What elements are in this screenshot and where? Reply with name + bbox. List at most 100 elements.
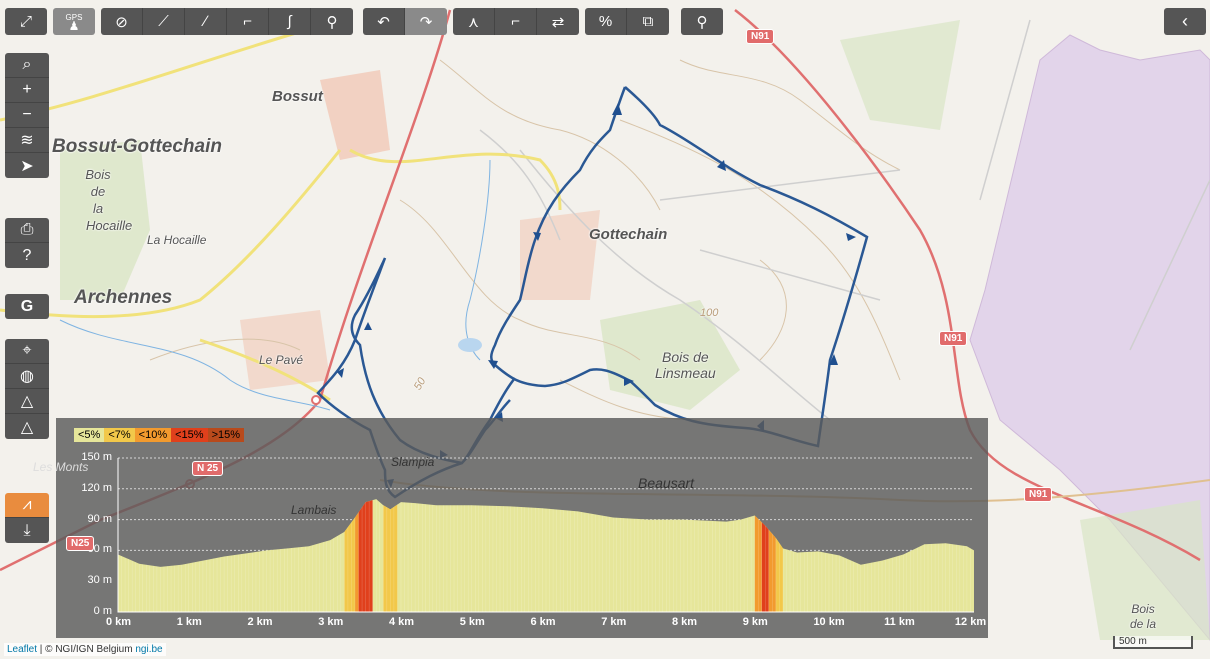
- search-icon[interactable]: ⌕: [5, 53, 49, 78]
- scale-bar: 500 m: [1113, 636, 1193, 649]
- route-curve-icon[interactable]: ∫: [269, 8, 311, 35]
- y-tick-label: 30 m: [87, 574, 112, 587]
- route-straight-icon[interactable]: ⟋: [143, 8, 185, 35]
- gps-label: GPS: [65, 12, 83, 22]
- toolbar-tools: % ⧉: [585, 8, 669, 35]
- redo-icon[interactable]: ↷: [405, 8, 447, 35]
- bike-route-alt-icon[interactable]: △: [5, 414, 49, 439]
- reverse-icon[interactable]: ⇄: [537, 8, 579, 35]
- leftbar-overlays: ⌖ ◍ △ △: [5, 339, 49, 439]
- hide-icon[interactable]: ⊘: [101, 8, 143, 35]
- globe-icon[interactable]: ◍: [5, 364, 49, 389]
- route-start-marker[interactable]: [311, 395, 321, 405]
- place-les-monts: Les Monts: [33, 460, 89, 474]
- help-icon[interactable]: ?: [5, 243, 49, 268]
- village-area: [320, 70, 390, 160]
- undo-icon[interactable]: ↶: [363, 8, 405, 35]
- label-line: Linsmeau: [655, 365, 716, 381]
- marker-icon[interactable]: ⚲: [681, 8, 723, 35]
- ngi-link[interactable]: ngi.be: [135, 644, 163, 655]
- place-slampia: Slampia: [391, 455, 435, 469]
- gps-person-glyph: ♟: [68, 18, 80, 33]
- place-la-hocaille: La Hocaille: [147, 233, 207, 247]
- x-tick-label: 8 km: [671, 616, 698, 628]
- grade-segment: [768, 499, 776, 612]
- legend-item: >15%: [207, 428, 245, 442]
- y-tick-label: 0 m: [93, 605, 112, 617]
- fullscreen-icon[interactable]: ⤢: [5, 8, 47, 35]
- layers-copy-icon[interactable]: ⧉: [627, 8, 669, 35]
- industrial-zone: [969, 34, 1210, 641]
- elevation-chart-icon[interactable]: ⩘: [5, 493, 49, 518]
- percent-icon[interactable]: %: [585, 8, 627, 35]
- zoom-in-icon[interactable]: +: [5, 78, 49, 103]
- x-tick-label: 7 km: [601, 616, 627, 628]
- google-icon[interactable]: G: [5, 294, 49, 319]
- label-line: Bois de: [662, 349, 709, 365]
- forest-area: [1080, 500, 1210, 640]
- grade-segment: [761, 499, 769, 612]
- x-tick-label: 12 km: [954, 616, 987, 628]
- road-label-n91: N91: [1024, 487, 1053, 502]
- place-archennes: Archennes: [74, 287, 173, 308]
- place-beausart: Beausart: [638, 475, 695, 491]
- print-icon[interactable]: ⎙: [5, 218, 49, 243]
- road-label-n25: N 25: [192, 461, 224, 476]
- x-tick-label: 11 km: [884, 616, 915, 628]
- elevation-chart[interactable]: [56, 418, 988, 638]
- locate-icon[interactable]: ➤: [5, 153, 49, 178]
- x-tick-label: 10 km: [813, 616, 845, 628]
- toolbar-route-modes: ⊘ ⟋ ∕ ⌐ ∫ ⚲: [101, 8, 353, 35]
- forest-area: [60, 140, 150, 300]
- label-line: Hocaille: [86, 218, 133, 233]
- toolbar-marker: ⚲: [681, 8, 723, 35]
- toolbar-history: ↶ ↷: [363, 8, 447, 35]
- elevation-profile-panel[interactable]: <5% <7% <10% <15% >15% 150 m 120 m 90 m 60 …: [56, 418, 988, 638]
- place-bois-right: Bois de la: [1130, 602, 1156, 632]
- toolbar-collapse: ‹: [1164, 8, 1206, 35]
- village-area: [240, 310, 330, 390]
- zoom-out-icon[interactable]: −: [5, 103, 49, 128]
- chevron-left-icon[interactable]: ‹: [1164, 8, 1206, 35]
- crosshair-icon[interactable]: ⌖: [5, 339, 49, 364]
- route-line-icon[interactable]: ∕: [185, 8, 227, 35]
- route-path-icon[interactable]: ⌐: [227, 8, 269, 35]
- bike-icon[interactable]: ⚲: [311, 8, 353, 35]
- gps-icon[interactable]: GPS ♟: [53, 8, 95, 35]
- road-label-n25: N25: [66, 536, 95, 551]
- grade-segment: [344, 499, 355, 612]
- x-tick-label: 6 km: [530, 616, 556, 628]
- x-tick-label: 9 km: [742, 616, 768, 628]
- y-tick-label: 120 m: [81, 481, 112, 494]
- layers-icon[interactable]: ≋: [5, 128, 49, 153]
- attribution: Leaflet | © NGI/IGN Belgium ngi.be: [4, 643, 166, 656]
- chart-axes: [117, 458, 974, 613]
- forest-area: [600, 300, 740, 410]
- grade-segment: [354, 499, 359, 612]
- place-le-pave: Le Pavé: [259, 353, 304, 367]
- legend-item: <5%: [74, 428, 105, 442]
- leaflet-link[interactable]: Leaflet: [7, 644, 38, 655]
- grade-segment: [754, 499, 762, 612]
- y-tick-label: 150 m: [81, 451, 112, 463]
- toolbar-gps: GPS ♟: [53, 8, 95, 35]
- legend-item: <10%: [134, 428, 172, 442]
- bike-route-icon[interactable]: △: [5, 389, 49, 414]
- place-lambais: Lambais: [291, 503, 337, 517]
- gradient-legend: <5% <7% <10% <15% >15%: [74, 428, 245, 442]
- label-line: la: [92, 201, 104, 216]
- place-bossut: Bossut: [272, 88, 323, 105]
- toolbar-fullscreen: ⤢: [5, 8, 47, 35]
- label-line: Bois: [1131, 602, 1155, 616]
- place-bois-de-la-hocaille: Bois de la Hocaille: [78, 166, 133, 234]
- legend-item: <15%: [171, 428, 208, 442]
- download-icon[interactable]: ⤓: [5, 518, 49, 543]
- label-line: de la: [1130, 617, 1157, 631]
- waypoint-split-icon[interactable]: ⌐: [495, 8, 537, 35]
- waypoint-icon[interactable]: ⋏: [453, 8, 495, 35]
- x-tick-label: 0 km: [106, 616, 132, 628]
- toolbar-waypoints: ⋏ ⌐ ⇄: [453, 8, 579, 35]
- place-bossut-gottechain: Bossut-Gottechain: [52, 136, 222, 157]
- road-label-n91: N91: [939, 331, 968, 346]
- contour-label-100: 100: [700, 307, 719, 319]
